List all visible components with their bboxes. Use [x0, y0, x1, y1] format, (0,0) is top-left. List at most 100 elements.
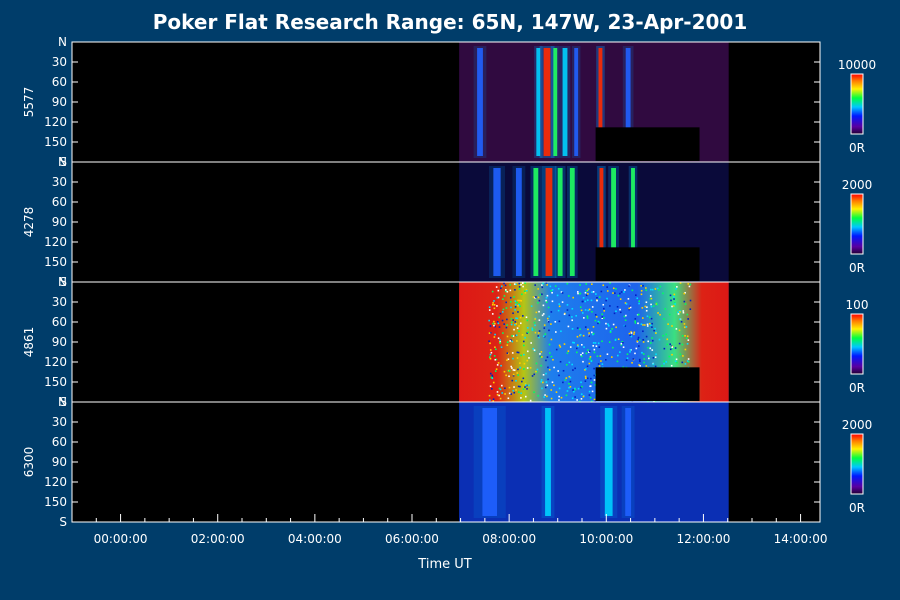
speckle — [587, 288, 590, 290]
speckle — [548, 368, 551, 371]
speckle — [538, 319, 541, 321]
speckle — [682, 311, 685, 314]
band — [631, 168, 635, 276]
speckle — [642, 353, 645, 355]
speckle — [605, 299, 607, 302]
speckle — [512, 312, 514, 315]
speckle — [523, 353, 525, 356]
speckle — [518, 391, 520, 393]
speckle — [506, 352, 509, 354]
speckle — [625, 314, 627, 317]
y-tick-label: 60 — [52, 75, 67, 89]
speckle — [531, 327, 534, 330]
speckle — [558, 399, 560, 401]
speckle — [616, 306, 619, 308]
speckle — [680, 320, 683, 323]
speckle — [635, 347, 638, 350]
speckle — [507, 358, 510, 361]
speckle — [674, 347, 677, 349]
speckle — [651, 337, 653, 339]
y-tick-label: 60 — [52, 435, 67, 449]
speckle — [671, 353, 673, 356]
speckle — [616, 354, 619, 357]
speckle — [593, 348, 596, 351]
panel-ylabel: 4861 — [22, 327, 36, 358]
speckle — [571, 319, 574, 322]
x-tick-label: 14:00:00 — [774, 532, 828, 546]
speckle — [488, 394, 491, 397]
speckle — [541, 314, 544, 317]
speckle — [655, 332, 657, 334]
speckle — [643, 358, 646, 360]
speckle — [589, 396, 592, 399]
speckle — [581, 312, 584, 314]
data-gap — [595, 127, 700, 161]
speckle — [634, 320, 636, 322]
speckle — [523, 290, 526, 293]
band — [482, 408, 497, 516]
colorbar — [850, 73, 864, 135]
band — [477, 48, 483, 156]
speckle — [631, 400, 634, 402]
speckle — [506, 335, 509, 338]
speckle — [540, 351, 543, 353]
speckle — [683, 300, 686, 303]
speckle — [571, 307, 574, 310]
speckle — [600, 290, 603, 293]
speckle — [509, 283, 511, 286]
speckle — [543, 327, 546, 329]
speckle — [541, 387, 543, 390]
speckle — [542, 304, 545, 307]
speckle — [580, 386, 582, 389]
speckle — [638, 302, 640, 305]
speckle — [663, 362, 665, 365]
speckle — [659, 313, 661, 316]
speckle — [584, 380, 587, 382]
speckle — [537, 296, 540, 299]
speckle — [579, 334, 581, 337]
band — [569, 168, 575, 276]
speckle — [640, 290, 643, 292]
speckle — [503, 370, 506, 373]
speckle — [663, 360, 665, 363]
speckle — [575, 347, 578, 350]
speckle — [603, 307, 605, 310]
speckle — [557, 370, 559, 372]
speckle — [669, 348, 672, 351]
speckle — [609, 305, 611, 307]
speckle — [510, 318, 513, 320]
speckle — [612, 287, 615, 290]
speckle — [572, 341, 574, 344]
speckle — [513, 283, 516, 285]
speckle — [579, 328, 581, 330]
speckle — [520, 397, 522, 399]
speckle — [653, 400, 656, 403]
speckle — [624, 302, 627, 304]
speckle — [638, 364, 640, 366]
speckle — [605, 322, 607, 325]
speckle — [617, 338, 620, 341]
speckle — [489, 349, 492, 351]
speckle — [625, 303, 628, 305]
speckle — [494, 346, 496, 349]
speckle — [516, 372, 519, 374]
speckle — [511, 367, 513, 369]
speckle — [573, 390, 575, 393]
colorbar — [850, 433, 864, 495]
speckle — [675, 328, 678, 330]
speckle — [521, 380, 523, 383]
speckle — [614, 292, 616, 294]
speckle — [554, 285, 557, 287]
speckle — [585, 352, 588, 355]
y-tick-label: 90 — [52, 335, 67, 349]
speckle — [535, 362, 538, 365]
speckle — [642, 285, 644, 287]
speckle — [668, 313, 671, 316]
speckle — [504, 284, 507, 287]
x-tick-label: 02:00:00 — [191, 532, 245, 546]
speckle — [541, 284, 543, 286]
speckle — [668, 355, 671, 358]
speckle — [591, 306, 594, 308]
speckle — [613, 312, 616, 315]
speckle — [588, 351, 590, 353]
